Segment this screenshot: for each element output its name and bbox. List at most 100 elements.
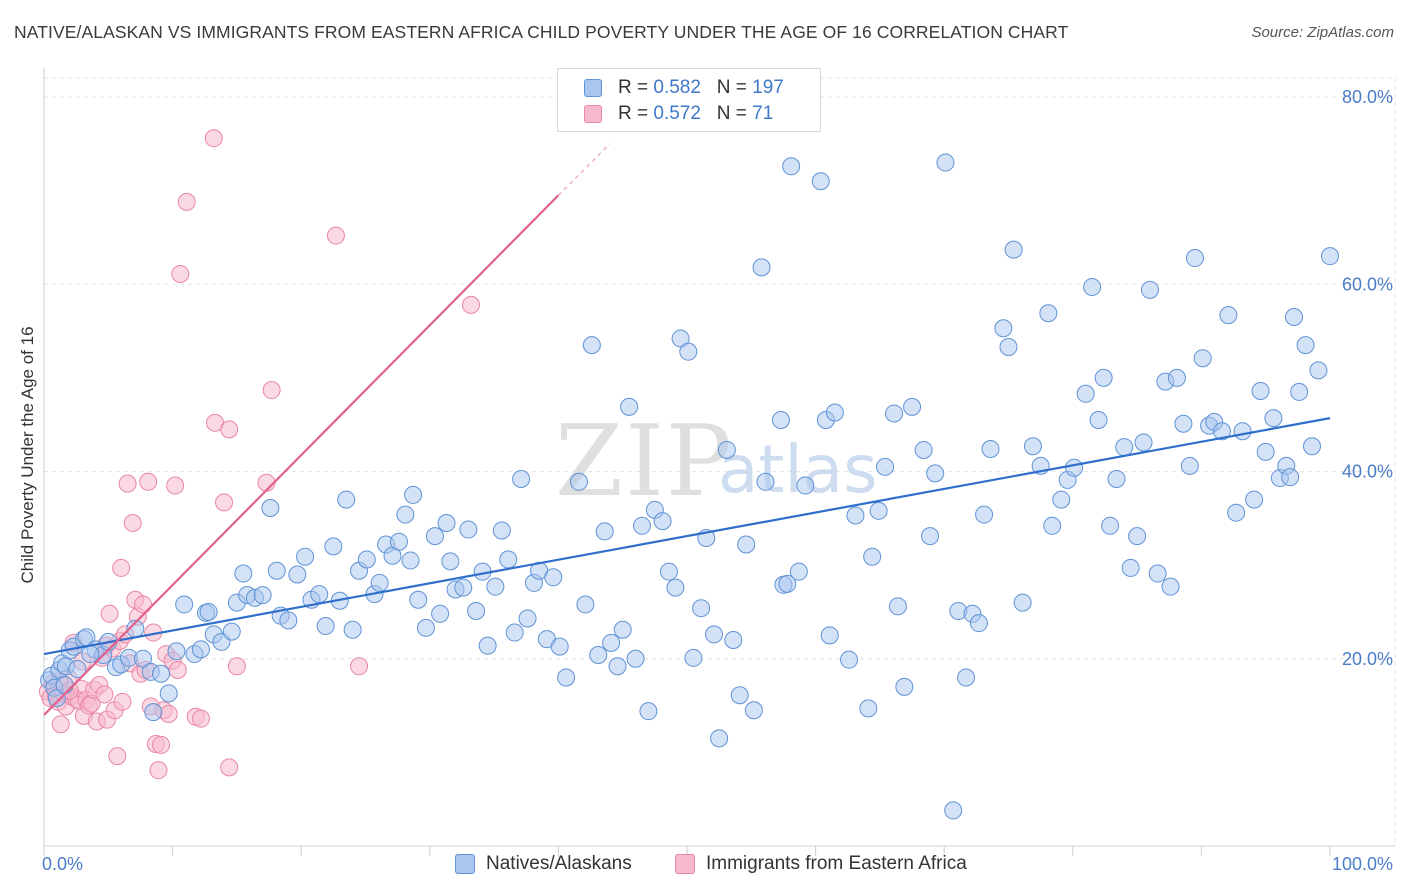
data-point-natives xyxy=(582,336,601,355)
data-point-natives xyxy=(1083,278,1102,297)
data-point-natives xyxy=(261,499,280,518)
data-point-natives xyxy=(1023,437,1042,456)
source-credit: Source: ZipAtlas.com xyxy=(1251,24,1394,41)
data-point-immigrants xyxy=(220,420,239,439)
data-point-immigrants xyxy=(95,685,114,704)
chart-title: NATIVE/ALASKAN VS IMMIGRANTS FROM EASTER… xyxy=(14,22,1069,42)
data-point-natives xyxy=(863,547,882,566)
data-point-immigrants xyxy=(171,264,190,283)
data-point-natives xyxy=(744,701,763,720)
data-point-natives xyxy=(569,472,588,491)
data-point-natives xyxy=(1076,384,1095,403)
data-point-natives xyxy=(782,157,801,176)
data-point-natives xyxy=(191,640,210,659)
data-point-natives xyxy=(288,565,307,584)
data-point-natives xyxy=(1167,368,1186,387)
data-point-natives xyxy=(459,520,478,539)
data-point-immigrants xyxy=(113,692,132,711)
data-point-natives xyxy=(679,342,698,361)
data-point-natives xyxy=(876,457,895,476)
data-point-natives xyxy=(840,650,859,669)
data-point-natives xyxy=(1233,422,1252,441)
y-tick-label: 20.0% xyxy=(1342,649,1393,669)
trend-lines xyxy=(43,143,1331,716)
data-point-immigrants xyxy=(227,657,246,676)
data-point-natives xyxy=(756,472,775,491)
data-point-natives xyxy=(478,636,497,655)
data-point-immigrants xyxy=(139,472,158,491)
data-point-natives xyxy=(337,490,356,509)
data-point-natives xyxy=(1284,308,1303,327)
data-point-natives xyxy=(404,485,423,504)
data-point-natives xyxy=(409,590,428,609)
data-point-natives xyxy=(1281,468,1300,487)
data-point-natives xyxy=(1296,336,1315,355)
data-point-natives xyxy=(267,561,286,580)
data-point-natives xyxy=(981,440,1000,459)
data-point-natives xyxy=(253,586,272,605)
data-point-natives xyxy=(608,657,627,676)
x-tick-label: 0.0% xyxy=(42,854,83,874)
data-point-natives xyxy=(279,611,298,630)
data-point-immigrants xyxy=(112,558,131,577)
y-tick-labels: 20.0% 40.0% 60.0% 80.0% xyxy=(1342,87,1393,669)
data-point-natives xyxy=(710,729,729,748)
data-point-natives xyxy=(752,258,771,277)
legend-r-value: 0.582 xyxy=(653,77,701,98)
data-point-natives xyxy=(737,535,756,554)
data-point-natives xyxy=(396,505,415,524)
legend-label-immigrants: Immigrants from Eastern Africa xyxy=(706,853,967,874)
legend-label-natives: Natives/Alaskans xyxy=(486,853,632,874)
data-point-immigrants xyxy=(100,604,119,623)
data-point-natives xyxy=(55,675,74,694)
data-point-natives xyxy=(1212,422,1231,441)
data-point-natives xyxy=(1052,490,1071,509)
bottom-legend: Natives/Alaskans Immigrants from Eastern… xyxy=(0,852,1406,878)
data-point-natives xyxy=(441,552,460,571)
data-point-natives xyxy=(1094,368,1113,387)
data-point-natives xyxy=(467,602,486,621)
data-point-natives xyxy=(859,699,878,718)
data-point-natives xyxy=(613,620,632,639)
data-point-natives xyxy=(1101,516,1120,535)
legend-r-label: R = xyxy=(618,103,654,124)
data-point-natives xyxy=(1004,240,1023,259)
data-point-natives xyxy=(1107,469,1126,488)
data-point-immigrants xyxy=(159,704,178,723)
data-point-natives xyxy=(653,512,672,531)
data-point-natives xyxy=(820,626,839,645)
data-point-natives xyxy=(626,649,645,668)
data-point-natives xyxy=(1174,414,1193,433)
data-point-natives xyxy=(885,404,904,423)
data-point-immigrants xyxy=(108,747,127,766)
data-point-natives xyxy=(994,319,1013,338)
data-point-natives xyxy=(1193,349,1212,368)
data-point-natives xyxy=(1128,527,1147,546)
data-point-natives xyxy=(431,604,450,623)
data-point-natives xyxy=(1180,456,1199,475)
data-point-natives xyxy=(544,568,563,587)
data-point-natives xyxy=(684,648,703,667)
x-tick-labels: 0.0% 100.0% xyxy=(42,854,1393,874)
data-point-natives xyxy=(175,595,194,614)
legend-swatch-pink xyxy=(675,854,695,874)
data-point-natives xyxy=(159,684,178,703)
data-point-natives xyxy=(811,172,830,191)
data-point-immigrants xyxy=(166,476,185,495)
data-point-immigrants xyxy=(152,735,171,754)
data-point-natives xyxy=(324,537,343,556)
data-point-natives xyxy=(492,521,511,540)
data-point-natives xyxy=(1309,361,1328,380)
data-point-immigrants xyxy=(51,715,70,734)
data-point-natives xyxy=(825,403,844,422)
data-point-immigrants xyxy=(123,513,142,532)
data-point-natives xyxy=(316,616,335,635)
data-point-natives xyxy=(1256,442,1275,461)
series-immigrants-eastern-africa xyxy=(38,129,480,780)
data-point-natives xyxy=(1302,437,1321,456)
legend-n-value: 71 xyxy=(752,103,774,124)
data-point-natives xyxy=(846,506,865,525)
data-point-immigrants xyxy=(191,709,210,728)
data-point-natives xyxy=(717,440,736,459)
data-point-natives xyxy=(895,677,914,696)
